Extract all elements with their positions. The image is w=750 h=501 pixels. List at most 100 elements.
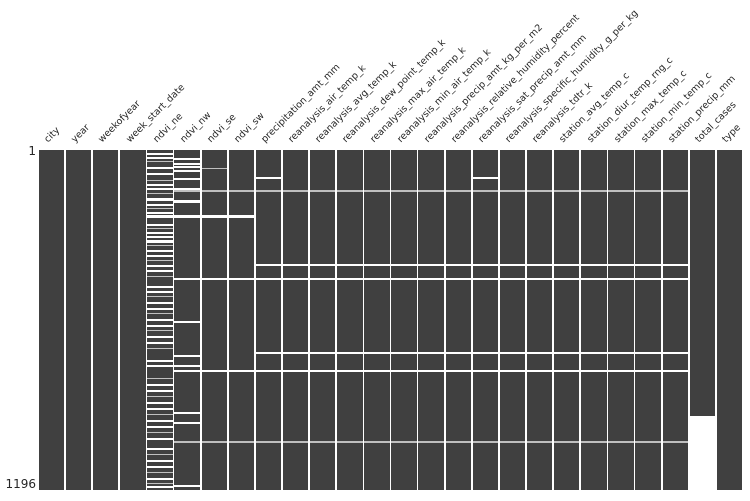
missing-stripe	[255, 263, 282, 266]
missing-stripe	[472, 176, 499, 179]
missing-stripe	[282, 278, 309, 281]
missing-stripe	[147, 364, 173, 367]
missing-stripe	[635, 263, 661, 266]
row-axis-first-label: 1	[28, 144, 36, 158]
matrix-plot-area	[38, 150, 743, 490]
column-ndvi_se	[201, 150, 227, 490]
missing-stripe	[174, 214, 200, 219]
missing-stripe	[147, 431, 173, 434]
missing-stripe	[282, 352, 309, 354]
missing-stripe	[147, 453, 173, 455]
missing-stripe	[635, 278, 661, 281]
column-ndvi_ne	[147, 150, 173, 490]
missing-stripe	[391, 441, 417, 443]
missing-stripe	[418, 278, 444, 281]
missing-stripe	[147, 301, 173, 304]
missing-stripe	[147, 223, 173, 226]
missing-stripe	[147, 459, 173, 462]
missing-stripe	[174, 354, 200, 357]
missing-stripe	[147, 187, 173, 190]
missing-stripe	[337, 370, 363, 373]
missing-stripe	[255, 352, 282, 354]
missing-stripe	[608, 190, 634, 192]
missing-stripe	[608, 441, 634, 443]
missing-stripe	[201, 190, 227, 192]
missing-stripe	[337, 352, 363, 354]
missing-stripe	[228, 214, 255, 219]
column-reanalysis_avg_temp_k	[310, 150, 336, 490]
missing-stripe	[228, 190, 255, 192]
missing-stripe	[499, 190, 526, 192]
missing-stripe	[147, 295, 173, 298]
missing-stripe	[201, 370, 227, 373]
missing-stripe	[147, 407, 173, 410]
missing-stripe	[147, 207, 173, 209]
missing-stripe	[554, 190, 580, 192]
missing-stripe	[418, 352, 444, 354]
missing-stripe	[581, 370, 607, 373]
missing-stripe	[310, 190, 336, 192]
missing-stripe	[662, 352, 688, 354]
missing-stripe	[418, 190, 444, 192]
missing-stripe	[472, 370, 499, 373]
missing-stripe	[662, 278, 688, 281]
missing-stripe	[147, 324, 173, 327]
missing-stripe	[174, 199, 200, 203]
row-axis-last-label: 1196	[5, 477, 36, 491]
missing-stripe	[608, 278, 634, 281]
missing-stripe	[147, 179, 173, 182]
missing-stripe	[608, 263, 634, 266]
missing-stripe	[147, 482, 173, 485]
missing-stripe	[147, 231, 173, 234]
missing-stripe	[147, 465, 173, 468]
missing-stripe	[391, 190, 417, 192]
missing-stripe	[282, 263, 309, 266]
missing-stripe	[635, 352, 661, 354]
missing-stripe	[147, 477, 173, 480]
missing-stripe	[147, 437, 173, 440]
missing-stripe	[174, 190, 200, 192]
missing-stripe	[662, 190, 688, 192]
missing-stripe	[282, 370, 309, 373]
missing-stripe	[364, 370, 390, 373]
missing-stripe	[310, 352, 336, 354]
missing-stripe	[147, 269, 173, 272]
missing-stripe	[554, 352, 580, 354]
missing-stripe	[147, 259, 173, 262]
missing-stripe	[255, 176, 282, 179]
missing-stripe	[472, 263, 499, 266]
missing-stripe	[147, 377, 173, 379]
missing-stripe	[147, 425, 173, 428]
missing-stripe	[147, 401, 173, 404]
missing-stripe	[147, 172, 173, 175]
missing-stripe	[201, 167, 227, 169]
missing-stripe	[337, 278, 363, 281]
column-station_precip_mm	[662, 150, 688, 490]
missing-stripe	[147, 227, 173, 229]
missing-stripe	[174, 278, 200, 281]
missing-stripe	[581, 263, 607, 266]
column-station_min_temp_c	[635, 150, 661, 490]
missing-stripe	[526, 441, 553, 443]
missing-stripe	[310, 278, 336, 281]
column-reanalysis_min_air_temp_k	[391, 150, 417, 490]
missing-stripe	[337, 263, 363, 266]
missing-stripe	[472, 441, 499, 443]
missing-stripe	[445, 441, 471, 443]
missing-stripe	[418, 263, 444, 266]
missing-stripe	[499, 370, 526, 373]
missing-stripe	[147, 156, 173, 159]
missing-stripe	[174, 162, 200, 165]
missing-stripe	[147, 203, 173, 206]
column-type	[716, 150, 743, 490]
missing-stripe	[228, 441, 255, 443]
missing-stripe	[147, 341, 173, 344]
column-label-city: city	[42, 125, 63, 145]
missing-stripe	[282, 441, 309, 443]
missing-stripe	[581, 441, 607, 443]
missing-stripe	[391, 352, 417, 354]
missing-stripe	[526, 370, 553, 373]
missing-stripe	[689, 416, 716, 490]
missing-stripe	[526, 278, 553, 281]
missing-stripe	[364, 278, 390, 281]
